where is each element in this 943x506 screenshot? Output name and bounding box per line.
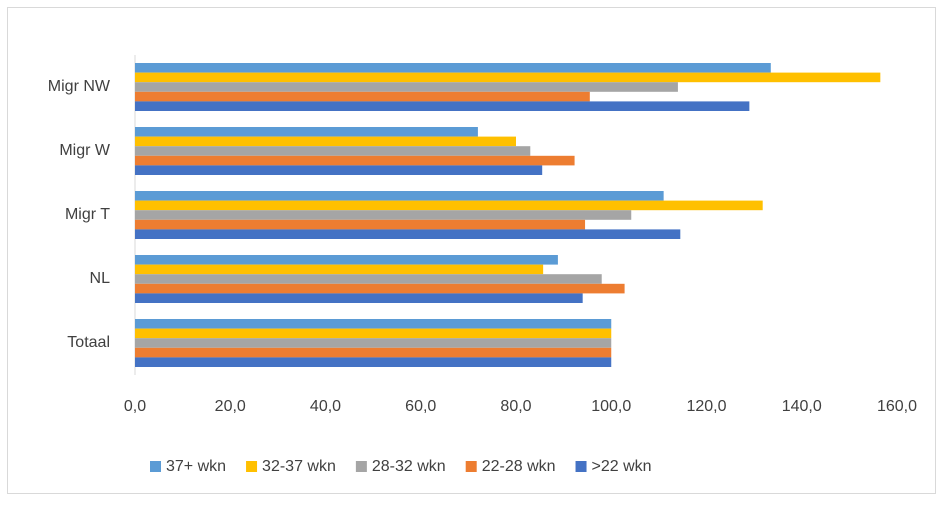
bar [135, 101, 750, 111]
bar [135, 155, 575, 166]
bar [135, 91, 590, 102]
bar [135, 136, 516, 147]
legend-swatch [575, 461, 587, 472]
legend-swatch [150, 461, 161, 472]
y-tick-label: Migr W [59, 142, 111, 159]
x-tick-label: 0,0 [124, 398, 146, 415]
legend-swatch [246, 461, 258, 472]
x-tick-label: 20,0 [215, 398, 246, 415]
x-tick-label: 100,0 [591, 398, 631, 415]
bar [135, 72, 881, 83]
x-tick-label: 40,0 [310, 398, 341, 415]
x-tick-label: 140,0 [782, 398, 822, 415]
bar [135, 191, 664, 201]
legend-label: 37+ wkn [166, 458, 226, 475]
y-tick-label: Migr T [65, 206, 110, 223]
bar [135, 274, 602, 284]
bar [135, 63, 771, 73]
legend-swatch [465, 461, 477, 472]
bar [135, 82, 678, 92]
bar [135, 338, 612, 348]
bar [135, 328, 612, 339]
y-tick-label: Totaal [67, 334, 110, 351]
x-tick-label: 80,0 [500, 398, 531, 415]
bar [135, 319, 612, 329]
x-tick-label: 60,0 [405, 398, 436, 415]
x-tick-label: 120,0 [686, 398, 726, 415]
bar [135, 264, 544, 275]
legend-label: 28-32 wkn [372, 458, 446, 475]
bar [135, 255, 558, 265]
legend-label: 22-28 wkn [482, 458, 556, 475]
bar [135, 283, 625, 294]
bar [135, 357, 612, 367]
legend-label: >22 wkn [592, 458, 652, 475]
legend-label: 32-37 wkn [262, 458, 336, 475]
bar [135, 146, 531, 156]
bar [135, 127, 478, 137]
bar [135, 200, 763, 211]
bar [135, 165, 543, 175]
bar [135, 219, 586, 230]
legend-swatch [355, 461, 367, 472]
y-tick-label: NL [90, 270, 111, 287]
bar [135, 229, 681, 239]
y-tick-label: Migr NW [48, 78, 111, 95]
bar [135, 293, 583, 303]
x-tick-label: 160,0 [877, 398, 917, 415]
bar [135, 347, 612, 358]
bar [135, 210, 632, 220]
